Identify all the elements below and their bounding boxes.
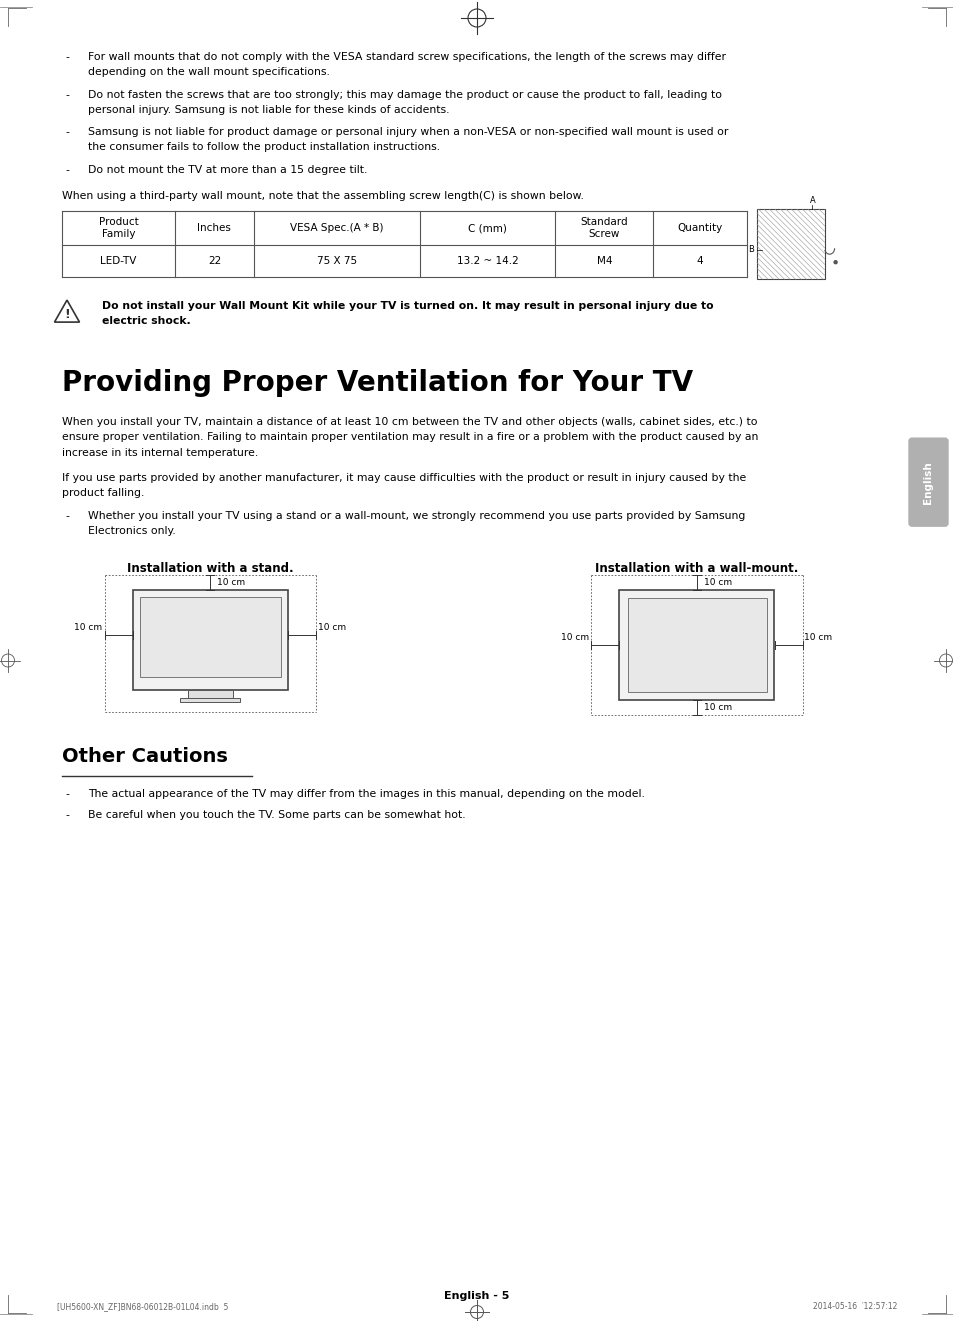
Text: 10 cm: 10 cm [216, 577, 245, 587]
Text: product falling.: product falling. [62, 487, 144, 498]
Text: Product
Family: Product Family [98, 218, 138, 239]
Text: ensure proper ventilation. Failing to maintain proper ventilation may result in : ensure proper ventilation. Failing to ma… [62, 432, 758, 443]
Text: 13.2 ~ 14.2: 13.2 ~ 14.2 [456, 256, 517, 267]
Text: the consumer fails to follow the product installation instructions.: the consumer fails to follow the product… [88, 143, 439, 152]
Text: M4: M4 [596, 256, 612, 267]
Text: Electronics only.: Electronics only. [88, 526, 175, 536]
Bar [139, 597, 280, 676]
Text: Providing Proper Ventilation for Your TV: Providing Proper Ventilation for Your TV [62, 369, 693, 398]
Text: [UH5600-XN_ZF]BN68-06012B-01L04.indb  5: [UH5600-XN_ZF]BN68-06012B-01L04.indb 5 [57, 1303, 228, 1310]
Text: 10 cm: 10 cm [703, 577, 731, 587]
Text: Inches: Inches [197, 223, 231, 234]
Text: B: B [747, 246, 753, 255]
Text: 10 cm: 10 cm [74, 622, 102, 631]
Text: 75 X 75: 75 X 75 [316, 256, 356, 267]
Bar [188, 690, 233, 697]
Text: -: - [65, 810, 69, 820]
Text: -: - [65, 165, 69, 174]
Text: Quantity: Quantity [677, 223, 722, 234]
Text: Standard
Screw: Standard Screw [580, 218, 628, 239]
Text: Do not fasten the screws that are too strongly; this may damage the product or c: Do not fasten the screws that are too st… [88, 90, 721, 99]
Text: Do not install your Wall Mount Kit while your TV is turned on. It may result in : Do not install your Wall Mount Kit while… [102, 301, 713, 312]
Text: The actual appearance of the TV may differ from the images in this manual, depen: The actual appearance of the TV may diff… [88, 789, 644, 799]
Text: Installation with a wall-mount.: Installation with a wall-mount. [595, 561, 798, 575]
Text: If you use parts provided by another manufacturer, it may cause difficulties wit: If you use parts provided by another man… [62, 473, 745, 482]
Text: !: ! [64, 308, 70, 321]
Text: 2014-05-16  ′12:57:12: 2014-05-16 ′12:57:12 [812, 1303, 896, 1310]
Text: Other Cautions: Other Cautions [62, 746, 228, 766]
Text: -: - [65, 90, 69, 99]
Bar [132, 589, 287, 690]
Text: Samsung is not liable for product damage or personal injury when a non-VESA or n: Samsung is not liable for product damage… [88, 127, 727, 137]
Text: 10 cm: 10 cm [703, 703, 731, 712]
Text: When you install your TV, maintain a distance of at least 10 cm between the TV a: When you install your TV, maintain a dis… [62, 417, 757, 427]
Text: A: A [809, 197, 815, 205]
Text: personal injury. Samsung is not liable for these kinds of accidents.: personal injury. Samsung is not liable f… [88, 104, 449, 115]
Text: For wall mounts that do not comply with the VESA standard screw specifications, : For wall mounts that do not comply with … [88, 52, 725, 62]
Text: -: - [65, 52, 69, 62]
Text: -: - [65, 511, 69, 522]
Text: 10 cm: 10 cm [317, 622, 345, 631]
Text: LED-TV: LED-TV [100, 256, 136, 267]
Text: depending on the wall mount specifications.: depending on the wall mount specificatio… [88, 67, 330, 77]
Text: English: English [923, 461, 933, 503]
Text: 4: 4 [697, 256, 702, 267]
FancyBboxPatch shape [908, 439, 947, 526]
Text: -: - [65, 127, 69, 137]
Text: VESA Spec.(A * B): VESA Spec.(A * B) [290, 223, 383, 234]
Text: Installation with a stand.: Installation with a stand. [127, 561, 293, 575]
Text: -: - [65, 789, 69, 799]
Text: increase in its internal temperature.: increase in its internal temperature. [62, 448, 258, 457]
Bar [180, 697, 240, 701]
Text: Do not mount the TV at more than a 15 degree tilt.: Do not mount the TV at more than a 15 de… [88, 165, 367, 174]
Text: 10 cm: 10 cm [803, 633, 832, 642]
Text: C (mm): C (mm) [468, 223, 506, 234]
Circle shape [833, 260, 836, 264]
Text: Be careful when you touch the TV. Some parts can be somewhat hot.: Be careful when you touch the TV. Some p… [88, 810, 465, 820]
Text: Whether you install your TV using a stand or a wall-mount, we strongly recommend: Whether you install your TV using a stan… [88, 511, 744, 522]
Text: electric shock.: electric shock. [102, 317, 191, 326]
Bar [618, 589, 774, 700]
Bar [627, 597, 765, 692]
Text: 10 cm: 10 cm [560, 633, 589, 642]
Text: When using a third-party wall mount, note that the assembling screw length(C) is: When using a third-party wall mount, not… [62, 192, 583, 201]
Text: 22: 22 [208, 256, 221, 267]
Text: English - 5: English - 5 [444, 1291, 509, 1301]
Bar [757, 209, 823, 279]
